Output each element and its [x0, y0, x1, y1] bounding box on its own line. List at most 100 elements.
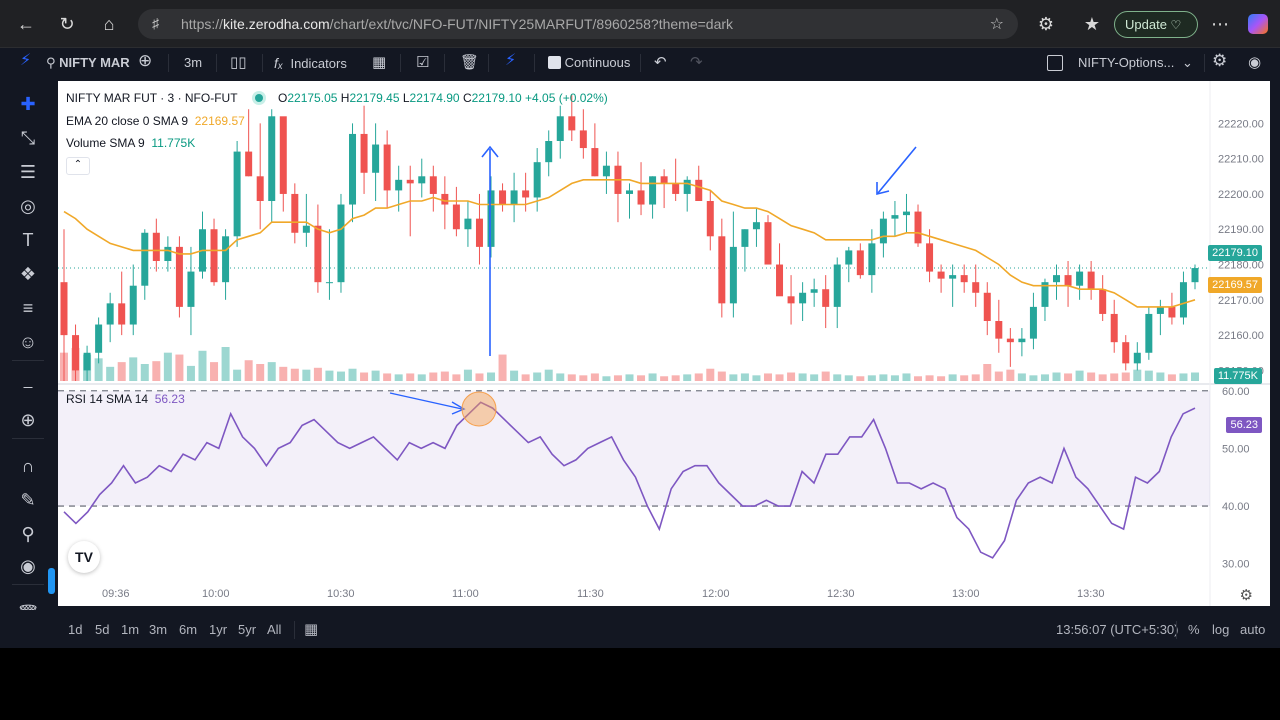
range-1yr[interactable]: 1yr	[209, 622, 228, 637]
trendline-icon[interactable]: ⤡	[20, 128, 36, 148]
address-bar[interactable]: ♯ https://kite.zerodha.com/chart/ext/tvc…	[138, 9, 1018, 39]
percent-toggle[interactable]: %	[1188, 622, 1200, 637]
pencil-lock-icon[interactable]: ✎	[20, 490, 36, 510]
update-button[interactable]: Update ♡	[1114, 11, 1198, 38]
favorites-icon[interactable]: ★	[1083, 14, 1101, 34]
candle-body	[856, 250, 864, 276]
volume-bar	[429, 372, 438, 381]
volume-bar	[544, 369, 553, 381]
volume-bar	[129, 357, 138, 381]
range-all[interactable]: All	[267, 622, 282, 637]
price-tick-label: 22210.00	[1218, 154, 1264, 166]
toolbar-divider	[168, 54, 169, 72]
text-icon[interactable]: T	[22, 230, 34, 250]
range-3m[interactable]: 3m	[149, 622, 168, 637]
interval-button[interactable]: 3m	[184, 55, 203, 70]
volume-bar	[1121, 372, 1130, 381]
auto-toggle[interactable]: auto	[1240, 622, 1266, 637]
continuous-toggle[interactable]: Continuous	[548, 54, 630, 72]
sidebar-collapse-handle[interactable]	[48, 568, 55, 594]
volume-bar	[1144, 370, 1153, 381]
chart-canvas[interactable]: 22220.00 22210.00 22200.00 22190.00 22180.00…	[58, 81, 1270, 606]
settings-gear-icon[interactable]: ⚙	[1212, 51, 1228, 70]
kite-logo-icon: ⚡	[20, 52, 32, 69]
candle-body	[106, 303, 114, 325]
annotation-arrowhead	[876, 182, 890, 196]
volume-bar	[1191, 372, 1199, 381]
alert-check-icon[interactable]: ☑	[416, 54, 430, 71]
chart-settings-gear-icon[interactable]: ⚙	[1239, 587, 1253, 604]
undo-icon[interactable]: ↶	[654, 54, 667, 71]
range-1m[interactable]: 1m	[121, 622, 140, 637]
time-tick-label: 11:30	[577, 588, 604, 600]
volume-bar	[902, 373, 911, 381]
volume-bar	[821, 371, 830, 381]
volume-legend-row[interactable]: Volume SMA 9 11.775K	[66, 132, 608, 155]
layout-name[interactable]: NIFTY-Options...	[1078, 55, 1175, 70]
ema-legend-row[interactable]: EMA 20 close 0 SMA 9 22169.57	[66, 110, 608, 133]
prediction-icon[interactable]: ≡	[22, 298, 34, 318]
volume-bar	[613, 375, 622, 381]
menu-dots-icon[interactable]: ⋯	[1211, 14, 1229, 34]
chart-area[interactable]: 22220.00 22210.00 22200.00 22190.00 22180.00…	[58, 81, 1270, 606]
range-5d[interactable]: 5d	[95, 622, 110, 637]
symbol-title: NIFTY MAR FUT · 3 · NFO-FUT	[66, 91, 238, 105]
candle-body	[452, 204, 460, 230]
volume-bar	[533, 372, 542, 381]
toolbar-divider	[1204, 54, 1205, 72]
candle-body	[949, 275, 957, 279]
log-toggle[interactable]: log	[1212, 622, 1230, 637]
magnet-icon[interactable]: ∩	[21, 456, 35, 476]
extensions-icon[interactable]: ⚙	[1037, 14, 1055, 34]
volume-bar	[440, 371, 449, 381]
fib-lines-icon[interactable]: ☰	[19, 162, 37, 182]
pattern-icon[interactable]: ◎	[20, 196, 36, 216]
calendar-icon[interactable]: ▦	[304, 621, 319, 638]
symbol-search[interactable]: ⚲ NIFTY MAR	[46, 55, 130, 70]
home-icon[interactable]: ⌂	[103, 14, 115, 34]
zoom-in-icon[interactable]: ⊕	[20, 410, 36, 430]
lock-icon[interactable]: ⚲	[21, 524, 35, 544]
candle-body	[1168, 306, 1176, 318]
volume-bar	[729, 374, 738, 381]
camera-icon[interactable]: ◉	[1248, 54, 1262, 71]
range-6m[interactable]: 6m	[179, 622, 198, 637]
time-tick-label: 13:30	[1077, 588, 1105, 600]
volume-bar	[475, 373, 484, 381]
trash-icon[interactable]: 🗑	[460, 54, 480, 71]
candle-body	[83, 352, 91, 371]
tradingview-logo-icon[interactable]: TV	[68, 541, 100, 573]
layout-square-icon[interactable]	[1047, 55, 1063, 71]
ruler-icon[interactable]: ⎯	[23, 376, 33, 396]
indicators-button[interactable]: fₓ Indicators	[274, 55, 347, 71]
lightning-icon[interactable]: ⚡	[505, 52, 517, 69]
volume-bar	[117, 362, 126, 381]
collapse-legend-chevron-icon[interactable]: ⌃	[66, 156, 90, 175]
templates-icon[interactable]: ▦	[372, 54, 387, 71]
reload-icon[interactable]: ↻	[59, 14, 75, 34]
back-arrow-icon[interactable]: ←	[17, 14, 35, 34]
candle-body	[545, 141, 553, 163]
url-text[interactable]: https://kite.zerodha.com/chart/ext/tvc/N…	[181, 16, 734, 32]
shapes-icon[interactable]: ❖	[19, 264, 37, 284]
emoji-icon[interactable]: ☺	[18, 332, 38, 352]
redo-icon[interactable]: ↷	[690, 54, 703, 71]
chevron-down-icon[interactable]: ⌄	[1182, 55, 1193, 70]
star-icon[interactable]: ☆	[989, 16, 1004, 33]
eye-icon[interactable]: ◉	[20, 556, 36, 576]
range-1d[interactable]: 1d	[68, 622, 83, 637]
clock-text[interactable]: 13:56:07 (UTC+5:30)	[1056, 622, 1179, 637]
rsi-legend[interactable]: RSI 14 SMA 14 56.23	[66, 392, 185, 406]
candle-body	[799, 292, 807, 304]
candle-body	[118, 303, 126, 325]
compare-plus-icon[interactable]: ⊕	[138, 51, 153, 70]
copilot-icon[interactable]	[1248, 14, 1268, 34]
candle-body	[302, 225, 310, 233]
volume-bar	[948, 374, 957, 381]
range-5yr[interactable]: 5yr	[238, 622, 257, 637]
crosshair-icon[interactable]: ✚	[20, 94, 36, 114]
candles-icon[interactable]: ▯▯	[230, 54, 247, 71]
candle-body	[499, 190, 507, 205]
volume-bar	[1052, 372, 1061, 381]
site-info-icon[interactable]: ♯	[152, 15, 159, 31]
